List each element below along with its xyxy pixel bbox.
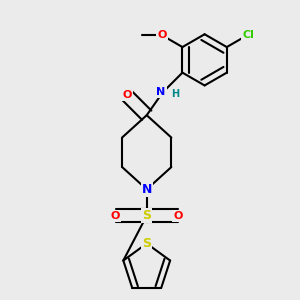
Text: S: S	[142, 209, 151, 222]
Text: H: H	[171, 89, 179, 99]
Text: Cl: Cl	[242, 30, 254, 40]
Text: N: N	[142, 183, 152, 196]
Text: S: S	[142, 237, 151, 250]
Text: O: O	[173, 211, 183, 220]
Text: N: N	[157, 87, 166, 98]
Text: O: O	[122, 91, 132, 100]
Text: O: O	[111, 211, 120, 220]
Text: O: O	[157, 30, 167, 40]
